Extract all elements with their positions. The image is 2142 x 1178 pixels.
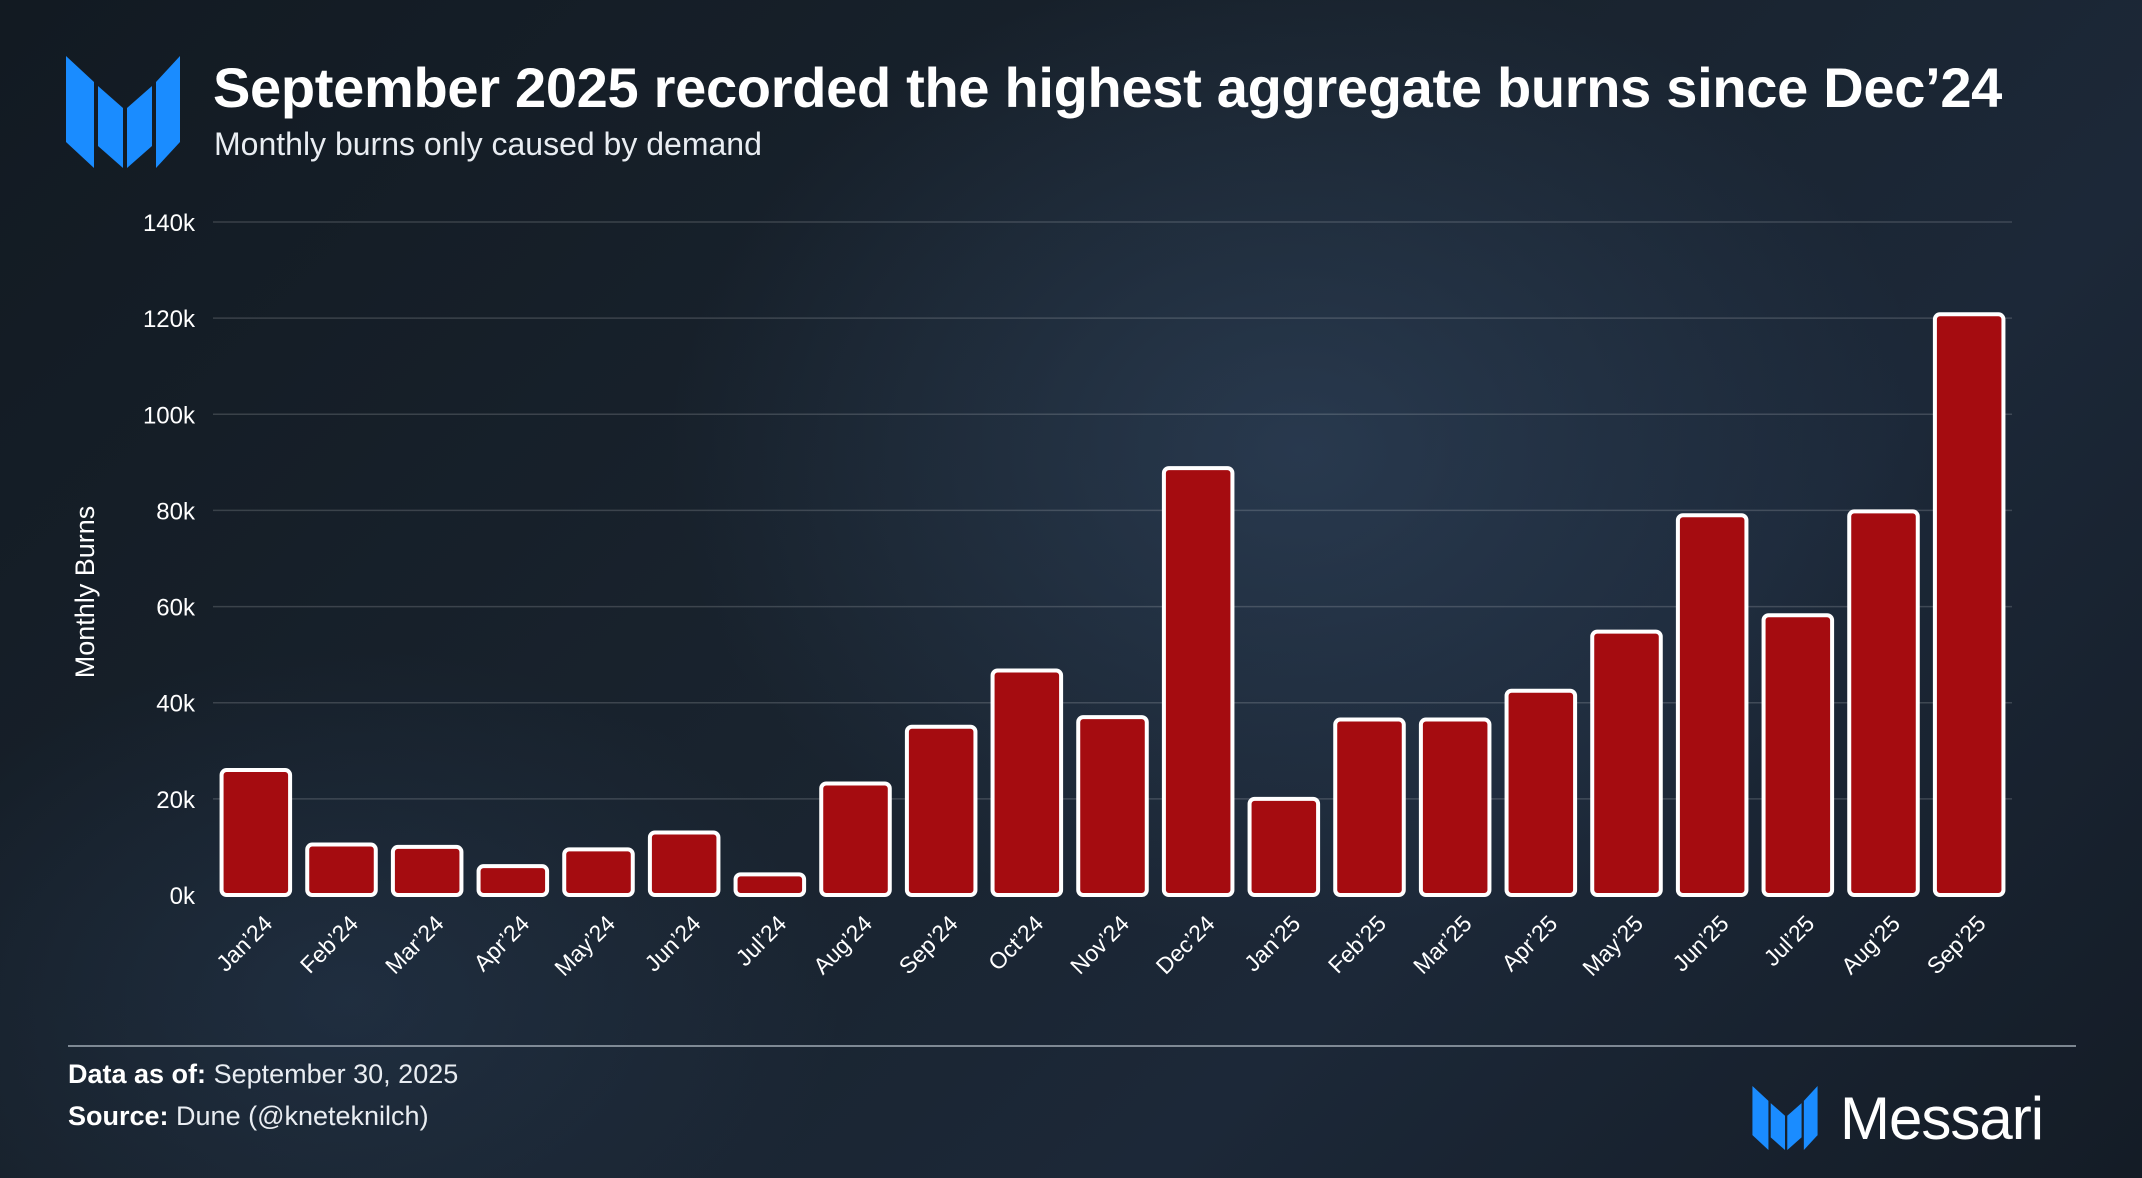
data-as-of-label: Data as of: <box>68 1059 207 1089</box>
brand-name: Messari <box>1840 1084 2044 1152</box>
bars <box>219 312 2006 898</box>
bar <box>219 768 293 897</box>
x-tick-label: May’24 <box>549 910 620 981</box>
x-tick-label: Jun’24 <box>639 910 705 976</box>
y-tick-label: 0k <box>170 883 196 910</box>
y-axis-tick-labels: 0k 20k 40k 60k 80k 100k 120k 140k <box>143 210 196 910</box>
x-tick-label: Feb’24 <box>295 910 363 978</box>
bar <box>733 872 807 897</box>
x-tick-label: Jun’25 <box>1667 910 1733 976</box>
x-tick-label: Jul’24 <box>730 910 791 971</box>
x-tick-label: Apr’25 <box>1496 910 1562 976</box>
source-value: Dune (@kneteknilch) <box>176 1101 429 1131</box>
bar <box>1247 796 1321 897</box>
bar <box>1847 509 1920 897</box>
data-as-of-value: September 30, 2025 <box>213 1059 459 1089</box>
x-tick-label: Nov’24 <box>1065 910 1134 979</box>
messari-logo-icon <box>1752 1086 1818 1150</box>
bar <box>1590 629 1663 897</box>
bar <box>305 842 378 898</box>
bar <box>390 844 464 898</box>
x-tick-label: Jan’24 <box>211 910 277 976</box>
bar <box>1418 717 1492 898</box>
bar <box>562 847 635 898</box>
y-tick-label: 60k <box>156 595 196 622</box>
bar <box>1076 715 1149 898</box>
bar <box>1932 312 2006 898</box>
y-tick-label: 100k <box>143 402 196 429</box>
x-tick-label: Dec’24 <box>1151 910 1220 979</box>
bar <box>476 864 550 898</box>
y-tick-label: 20k <box>156 787 196 814</box>
x-tick-label: May’25 <box>1577 910 1648 981</box>
bar <box>1333 717 1406 898</box>
x-tick-label: Jan’25 <box>1239 910 1305 976</box>
y-tick-label: 40k <box>156 691 196 718</box>
y-tick-label: 80k <box>156 498 196 525</box>
source-label: Source: <box>68 1101 169 1131</box>
x-tick-label: Aug’24 <box>808 910 877 979</box>
x-tick-label: Mar’25 <box>1408 910 1477 979</box>
x-tick-label: Aug’25 <box>1836 910 1905 979</box>
chart-subtitle: Monthly burns only caused by demand <box>214 126 762 162</box>
bar <box>647 830 721 897</box>
bar <box>1161 466 1235 897</box>
x-tick-label: Oct’24 <box>983 910 1049 976</box>
y-axis-label: Monthly Burns <box>70 506 100 679</box>
y-tick-label: 120k <box>143 306 196 333</box>
bar <box>1675 513 1749 897</box>
x-tick-label: Feb’25 <box>1323 910 1391 978</box>
chart-title: September 2025 recorded the highest aggr… <box>213 56 2003 119</box>
x-tick-label: Jul’25 <box>1758 910 1819 971</box>
bar <box>904 724 978 897</box>
x-tick-label: Apr’24 <box>468 910 534 976</box>
x-tick-label: Mar’24 <box>380 910 449 979</box>
bar <box>1504 688 1578 897</box>
source: Source: Dune (@kneteknilch) <box>68 1101 429 1132</box>
brand-logo: Messari <box>1752 1084 2044 1152</box>
y-tick-label: 140k <box>143 210 196 237</box>
footer-divider <box>68 1045 2076 1047</box>
bar <box>819 781 892 898</box>
data-as-of: Data as of: September 30, 2025 <box>68 1059 458 1090</box>
x-tick-label: Sep’24 <box>894 910 963 979</box>
x-tick-label: Sep’25 <box>1922 910 1991 979</box>
bar <box>1761 613 1835 898</box>
messari-logo-icon <box>66 56 180 168</box>
x-axis-tick-labels: Jan’24 Feb’24 Mar’24 Apr’24 May’24 Jun’24 Jul’… <box>211 910 1991 981</box>
bar <box>990 668 1064 897</box>
